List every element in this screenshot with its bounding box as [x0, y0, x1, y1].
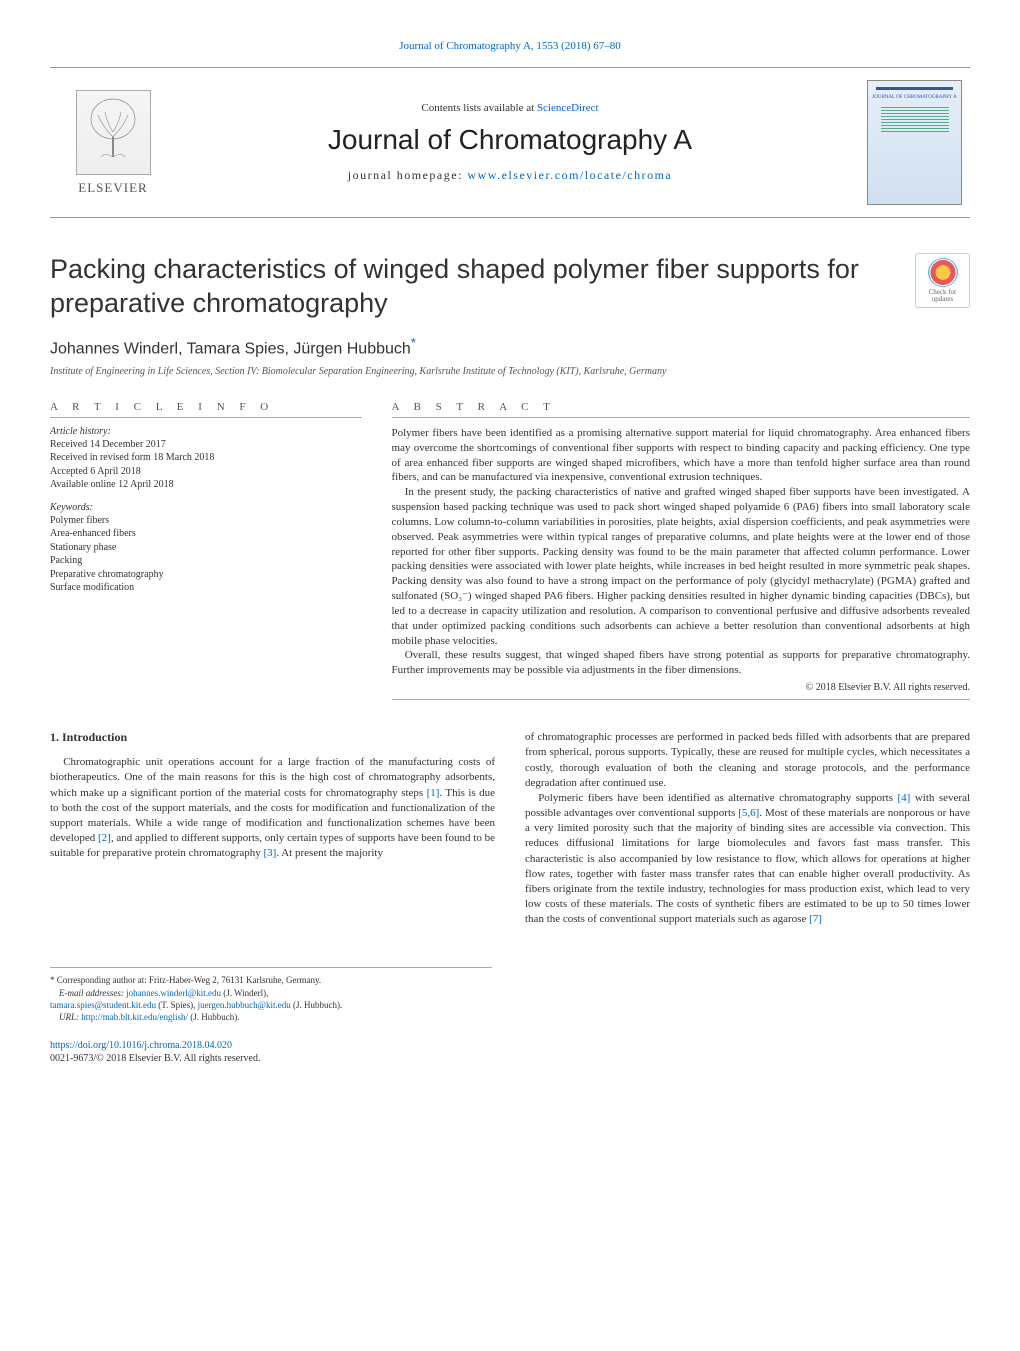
title-block: Packing characteristics of winged shaped…: [50, 253, 970, 321]
ref-4-link[interactable]: [4]: [898, 792, 911, 804]
doi-block: https://doi.org/10.1016/j.chroma.2018.04…: [50, 1039, 970, 1066]
email-line-2: tamara.spies@student.kit.edu (T. Spies),…: [50, 999, 492, 1011]
abstract-p1: Polymer fibers have been identified as a…: [392, 426, 971, 485]
abstract-label: A B S T R A C T: [392, 401, 971, 418]
intro-p1: Chromatographic unit operations account …: [50, 755, 495, 861]
crossmark-button[interactable]: Check for updates: [915, 253, 970, 308]
body-col-right: of chromatographic processes are perform…: [525, 730, 970, 927]
crossmark-label-2: updates: [932, 296, 953, 303]
received-date: Received 14 December 2017: [50, 438, 362, 452]
issn-copyright: 0021-9673/© 2018 Elsevier B.V. All right…: [50, 1052, 970, 1066]
contents-line: Contents lists available at ScienceDirec…: [168, 102, 852, 114]
keyword: Preparative chromatography: [50, 568, 362, 582]
email-1-link[interactable]: johannes.winderl@kit.edu: [126, 988, 221, 998]
contents-prefix: Contents lists available at: [421, 102, 536, 114]
revised-date: Received in revised form 18 March 2018: [50, 451, 362, 465]
copyright: © 2018 Elsevier B.V. All rights reserved…: [392, 682, 971, 693]
publisher-block: ELSEVIER: [58, 90, 168, 196]
running-header: Journal of Chromatography A, 1553 (2018)…: [50, 40, 970, 52]
cover-block: JOURNAL OF CHROMATOGRAPHY A: [852, 80, 962, 205]
online-date: Available online 12 April 2018: [50, 478, 362, 492]
ref-7-link[interactable]: [7]: [809, 913, 822, 925]
author-list: Johannes Winderl, Tamara Spies, Jürgen H…: [50, 340, 411, 357]
text: (T. Spies),: [156, 1000, 198, 1010]
keyword: Area-enhanced fibers: [50, 527, 362, 541]
email-line: E-mail addresses: johannes.winderl@kit.e…: [50, 987, 492, 999]
section-1-heading: 1. Introduction: [50, 730, 495, 745]
sciencedirect-link[interactable]: ScienceDirect: [537, 102, 599, 114]
journal-name: Journal of Chromatography A: [168, 124, 852, 156]
corresponding-author: * Corresponding author at: Fritz-Haber-W…: [50, 974, 492, 986]
ref-1-link[interactable]: [1]: [427, 787, 440, 799]
masthead-center: Contents lists available at ScienceDirec…: [168, 102, 852, 183]
abstract-p3: Overall, these results suggest, that win…: [392, 648, 971, 678]
publisher-name: ELSEVIER: [78, 180, 147, 196]
history-heading: Article history:: [50, 426, 362, 437]
email-label: E-mail addresses:: [59, 988, 126, 998]
body-columns: 1. Introduction Chromatographic unit ope…: [50, 730, 970, 927]
cover-title: JOURNAL OF CHROMATOGRAPHY A: [872, 95, 956, 100]
homepage-line: journal homepage: www.elsevier.com/locat…: [168, 168, 852, 183]
keyword: Polymer fibers: [50, 514, 362, 528]
abstract-p2: In the present study, the packing charac…: [392, 485, 971, 648]
text: . Most of these materials are nonporous …: [525, 807, 970, 925]
abstract-rule: [392, 699, 971, 700]
authors: Johannes Winderl, Tamara Spies, Jürgen H…: [50, 335, 970, 358]
corresponding-mark: *: [411, 335, 416, 350]
keywords-heading: Keywords:: [50, 502, 362, 513]
accepted-date: Accepted 6 April 2018: [50, 465, 362, 479]
article-title: Packing characteristics of winged shaped…: [50, 253, 915, 321]
masthead: ELSEVIER Contents lists available at Sci…: [50, 67, 970, 218]
keyword: Stationary phase: [50, 541, 362, 555]
homepage-link[interactable]: www.elsevier.com/locate/chroma: [467, 168, 672, 182]
text: Polymeric fibers have been identified as…: [538, 792, 897, 804]
ref-2-link[interactable]: [2]: [98, 832, 111, 844]
text: (J. Winderl),: [221, 988, 268, 998]
info-label: A R T I C L E I N F O: [50, 401, 362, 418]
journal-cover-icon: JOURNAL OF CHROMATOGRAPHY A: [867, 80, 962, 205]
crossmark-icon: [928, 258, 958, 287]
keyword: Surface modification: [50, 581, 362, 595]
url-link[interactable]: http://mab.blt.kit.edu/english/: [81, 1012, 188, 1022]
email-2-link[interactable]: tamara.spies@student.kit.edu: [50, 1000, 156, 1010]
abstract-text: Polymer fibers have been identified as a…: [392, 426, 971, 678]
email-3-link[interactable]: juergen.hubbuch@kit.edu: [198, 1000, 291, 1010]
text: . At present the majority: [276, 847, 383, 859]
doi-link[interactable]: https://doi.org/10.1016/j.chroma.2018.04…: [50, 1040, 232, 1051]
intro-p1-cont: of chromatographic processes are perform…: [525, 730, 970, 791]
ref-56-link[interactable]: [5,6]: [738, 807, 759, 819]
ref-3-link[interactable]: [3]: [264, 847, 277, 859]
meta-row: A R T I C L E I N F O Article history: R…: [50, 401, 970, 700]
homepage-prefix: journal homepage:: [348, 168, 468, 182]
article-info: A R T I C L E I N F O Article history: R…: [50, 401, 362, 700]
text: (J. Hubbuch).: [188, 1012, 240, 1022]
affiliation: Institute of Engineering in Life Science…: [50, 366, 970, 377]
elsevier-tree-icon: [76, 90, 151, 175]
intro-p2: Polymeric fibers have been identified as…: [525, 791, 970, 928]
body-col-left: 1. Introduction Chromatographic unit ope…: [50, 730, 495, 927]
text: (J. Hubbuch).: [291, 1000, 343, 1010]
url-line: URL: http://mab.blt.kit.edu/english/ (J.…: [50, 1011, 492, 1023]
footnotes: * Corresponding author at: Fritz-Haber-W…: [50, 967, 492, 1023]
abstract-block: A B S T R A C T Polymer fibers have been…: [392, 401, 971, 700]
url-label: URL:: [59, 1012, 81, 1022]
keyword: Packing: [50, 554, 362, 568]
